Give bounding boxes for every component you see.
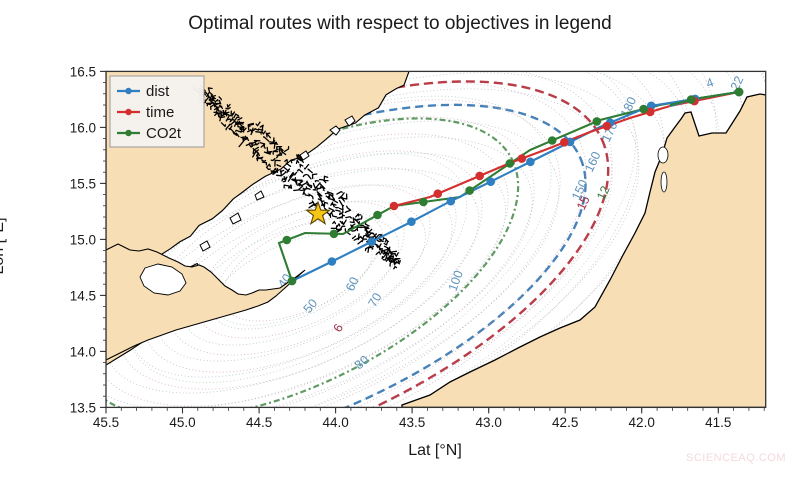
svg-text:41.5: 41.5 xyxy=(705,415,731,430)
svg-text:CO2t: CO2t xyxy=(146,125,182,142)
svg-text:42.5: 42.5 xyxy=(552,415,578,430)
svg-text:16.5: 16.5 xyxy=(70,64,96,79)
svg-text:43.5: 43.5 xyxy=(399,415,425,430)
svg-text:44.5: 44.5 xyxy=(246,415,272,430)
svg-text:dist: dist xyxy=(146,83,170,100)
svg-text:45.0: 45.0 xyxy=(169,415,195,430)
svg-text:42.0: 42.0 xyxy=(629,415,655,430)
svg-text:13.5: 13.5 xyxy=(70,400,96,415)
svg-text:15.0: 15.0 xyxy=(70,232,96,247)
svg-text:45.5: 45.5 xyxy=(93,415,119,430)
svg-text:16.0: 16.0 xyxy=(70,120,96,135)
svg-text:time: time xyxy=(146,104,174,121)
svg-text:43.0: 43.0 xyxy=(476,415,502,430)
svg-text:15.5: 15.5 xyxy=(70,176,96,191)
svg-text:44.0: 44.0 xyxy=(322,415,348,430)
svg-text:14.0: 14.0 xyxy=(70,344,96,359)
svg-text:14.5: 14.5 xyxy=(70,288,96,303)
